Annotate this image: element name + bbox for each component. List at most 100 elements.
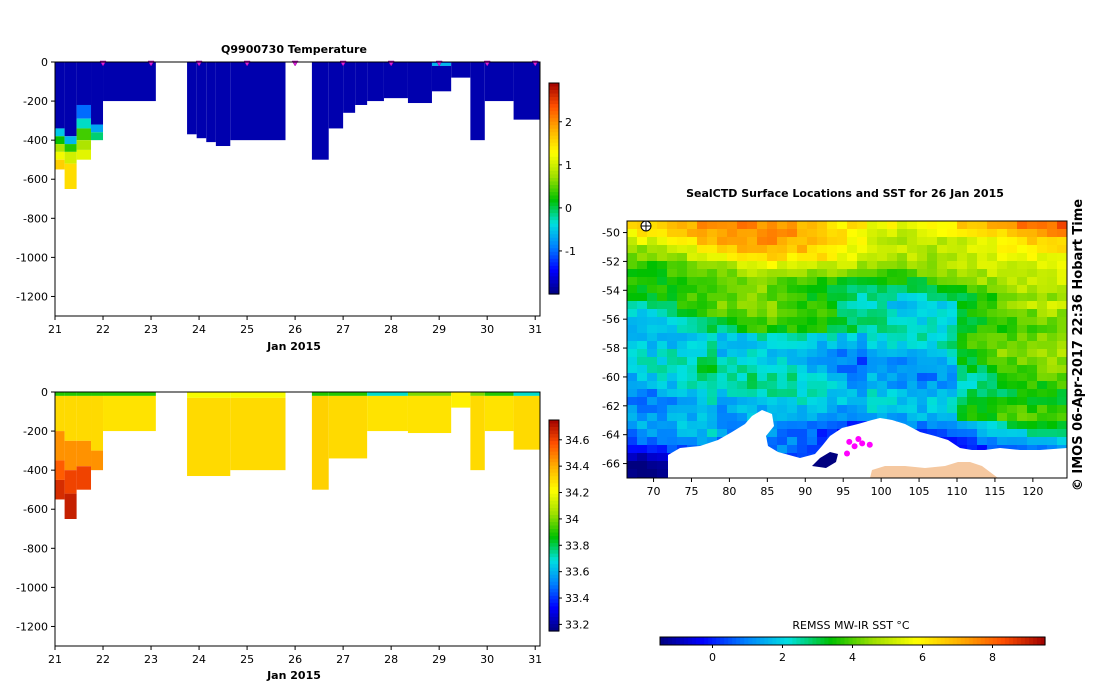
sst-cell xyxy=(897,333,908,342)
sst-cell xyxy=(737,285,748,294)
sst-cell xyxy=(957,317,968,326)
sst-cell xyxy=(957,301,968,310)
t-colorbar-label: 2 xyxy=(565,116,572,129)
sst-cell xyxy=(957,437,968,446)
sst-cell xyxy=(687,389,698,398)
t-colorbar-segment xyxy=(549,251,559,256)
sst-cell xyxy=(977,317,988,326)
sst-cell xyxy=(897,373,908,382)
sst-cell xyxy=(747,365,758,374)
sst-colorbar-segment xyxy=(684,637,689,645)
sst-cell xyxy=(797,293,808,302)
s-ytick-label: -1200 xyxy=(16,620,48,633)
sst-cell xyxy=(787,373,798,382)
sst-cell xyxy=(947,245,958,254)
sst-cell xyxy=(1047,405,1058,414)
t-colorbar-segment xyxy=(549,86,559,91)
sst-colorbar-segment xyxy=(868,637,874,645)
map-title: SealCTD Surface Locations and SST for 26… xyxy=(686,187,1004,200)
sst-cell xyxy=(627,357,638,366)
sst-cell xyxy=(1027,397,1038,406)
sst-cell xyxy=(777,261,788,270)
sst-cell xyxy=(687,365,698,374)
sst-cell xyxy=(967,317,978,326)
s-xtick-label: 23 xyxy=(144,653,158,666)
sst-cell xyxy=(897,277,908,286)
temperature-title: Q9900730 Temperature xyxy=(221,43,367,56)
sst-cell xyxy=(987,413,998,422)
sst-cell xyxy=(727,285,738,294)
sst-cell xyxy=(907,397,918,406)
s-colorbar-segment xyxy=(549,539,559,544)
sst-cell xyxy=(1057,357,1067,366)
sst-cell xyxy=(757,397,768,406)
t-xtick-label: 22 xyxy=(96,323,110,336)
t-colorbar-segment xyxy=(549,290,559,295)
sst-cell xyxy=(737,245,748,254)
sst-cell xyxy=(897,389,908,398)
sst-cell xyxy=(707,221,718,230)
sst-cell xyxy=(1007,269,1018,278)
sst-cell xyxy=(997,373,1008,382)
s-profile-cell xyxy=(484,392,514,396)
sst-cell xyxy=(987,405,998,414)
sst-cell xyxy=(737,221,748,230)
sst-cell xyxy=(667,405,678,414)
sst-cell xyxy=(827,429,838,438)
sst-cell xyxy=(947,261,958,270)
sst-cell xyxy=(797,349,808,358)
sst-colorbar-segment xyxy=(936,637,942,645)
sst-colorbar-segment xyxy=(996,637,1002,645)
sst-cell xyxy=(897,341,908,350)
sst-cell xyxy=(917,341,928,350)
sst-cell xyxy=(737,237,748,246)
sst-cell xyxy=(867,221,878,230)
sst-cell xyxy=(977,229,988,238)
sst-colorbar-segment xyxy=(932,637,938,645)
sst-cell xyxy=(997,245,1008,254)
sst-cell xyxy=(967,309,978,318)
sst-cell xyxy=(637,445,648,454)
sst-cell xyxy=(917,413,928,422)
s-profile-cell xyxy=(76,466,92,490)
s-colorbar-segment xyxy=(549,430,559,435)
sst-cell xyxy=(807,309,818,318)
sst-cell xyxy=(917,253,928,262)
t-profile-cell xyxy=(470,62,485,141)
sst-cell xyxy=(1037,245,1048,254)
sst-cell xyxy=(877,221,888,230)
sst-cell xyxy=(1037,357,1048,366)
sst-cell xyxy=(967,269,978,278)
sst-cell xyxy=(867,381,878,390)
sst-cell xyxy=(957,309,968,318)
sst-cell xyxy=(947,389,958,398)
sst-cell xyxy=(737,389,748,398)
sst-cell xyxy=(997,357,1008,366)
sst-cell xyxy=(627,389,638,398)
sst-cell xyxy=(697,357,708,366)
sst-cell xyxy=(787,229,798,238)
sst-cell xyxy=(857,341,868,350)
sst-cell xyxy=(677,333,688,342)
sst-cell xyxy=(647,269,658,278)
sst-cell xyxy=(837,413,848,422)
sst-cell xyxy=(687,309,698,318)
map-xtick-label: 95 xyxy=(836,485,850,498)
t-colorbar-label: 1 xyxy=(565,159,572,172)
sst-cell xyxy=(727,317,738,326)
sst-cell xyxy=(777,397,788,406)
sst-cell xyxy=(787,293,798,302)
s-colorbar-segment xyxy=(549,497,559,502)
s-profile-cell xyxy=(367,395,408,432)
sst-cell xyxy=(837,349,848,358)
sst-cell xyxy=(847,373,858,382)
sst-cell xyxy=(977,349,988,358)
sst-cell xyxy=(727,245,738,254)
sst-cell xyxy=(847,357,858,366)
s-colorbar-segment xyxy=(549,465,559,470)
sst-cell xyxy=(787,309,798,318)
sst-cell xyxy=(1057,429,1067,438)
sst-cell xyxy=(827,277,838,286)
sst-cell xyxy=(647,349,658,358)
sst-cell xyxy=(917,357,928,366)
